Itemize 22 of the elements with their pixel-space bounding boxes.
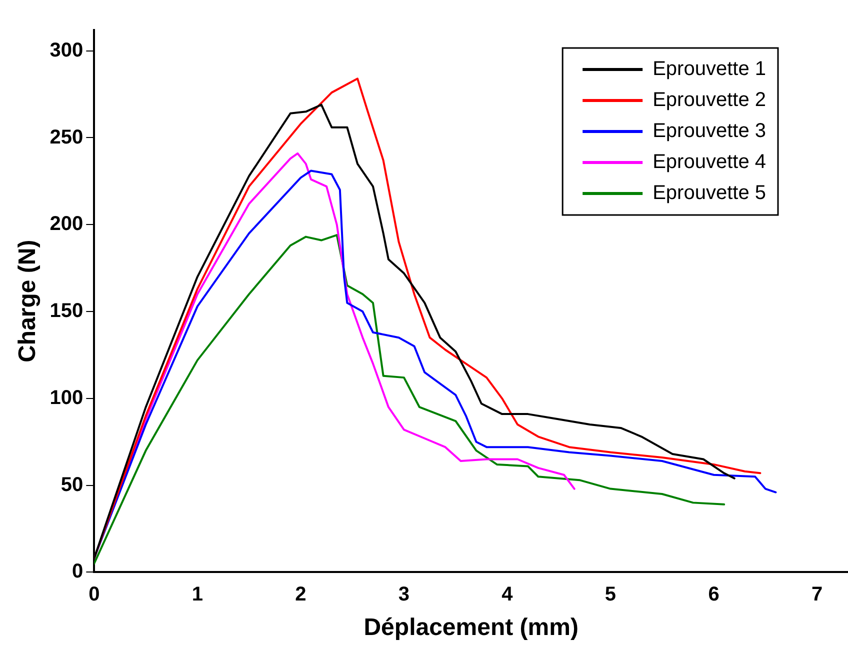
x-tick-label: 3 [398, 584, 410, 606]
x-tick-label: 7 [811, 584, 823, 606]
y-tick-label: 250 [50, 126, 84, 148]
x-tick-label: 0 [88, 584, 100, 606]
x-tick-label: 2 [295, 584, 306, 606]
y-axis-title: Charge (N) [14, 240, 42, 362]
legend-label: Eprouvette 3 [652, 120, 766, 142]
y-tick-label: 50 [60, 474, 84, 496]
legend-label: Eprouvette 2 [652, 89, 766, 112]
x-tick-label: 6 [708, 584, 720, 606]
x-axis-title: Déplacement (mm) [364, 614, 578, 642]
y-tick-label: 150 [50, 300, 84, 322]
y-tick-label: 300 [50, 39, 84, 62]
x-tick-label: 4 [502, 584, 514, 606]
legend-label: Eprouvette 1 [652, 58, 766, 80]
y-tick-label: 0 [72, 560, 84, 583]
legend-label: Eprouvette 5 [652, 182, 766, 204]
y-tick-label: 200 [50, 213, 84, 236]
x-tick-label: 5 [604, 584, 616, 606]
legend-label: Eprouvette 4 [652, 151, 766, 174]
x-tick-label: 1 [192, 584, 203, 606]
y-tick-label: 100 [50, 386, 84, 409]
